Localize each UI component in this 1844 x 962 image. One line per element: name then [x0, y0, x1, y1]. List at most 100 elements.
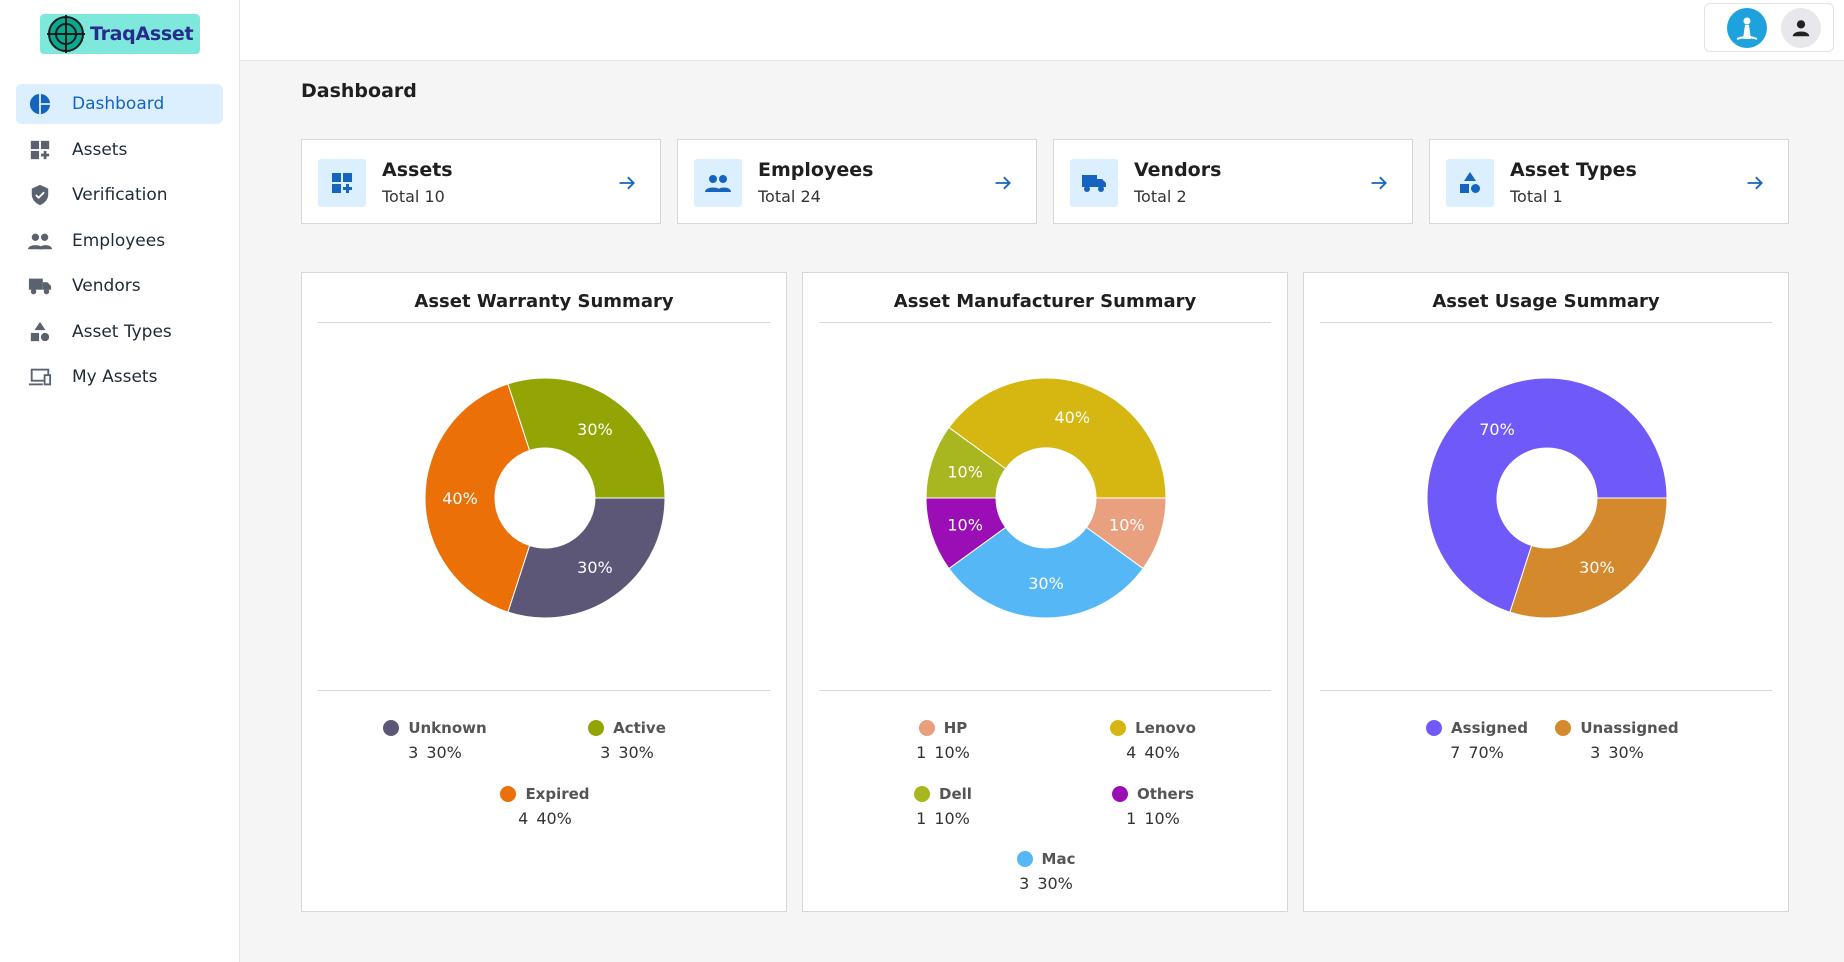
top-bar	[240, 0, 1844, 61]
chart-title: Asset Warranty Summary	[318, 291, 770, 323]
sidebar-item-my-assets[interactable]: My Assets	[16, 357, 223, 397]
legend-percent: 10%	[1144, 809, 1180, 828]
header-actions	[1704, 3, 1834, 52]
legend-swatch	[914, 786, 931, 802]
people-icon	[28, 229, 52, 253]
stat-card-asset-types[interactable]: Asset Types Total 1	[1429, 139, 1789, 224]
sidebar-item-label: Employees	[72, 230, 166, 251]
donut-slice-mac[interactable]	[948, 526, 1144, 619]
app-logo[interactable]: TraqAsset	[40, 14, 200, 54]
donut-slice-assigned[interactable]	[1426, 377, 1668, 613]
stat-card-employees[interactable]: Employees Total 24	[677, 139, 1037, 224]
sidebar-item-assets[interactable]: Assets	[16, 130, 223, 170]
legend-label: Unassigned	[1580, 719, 1679, 737]
slice-label: 10%	[1109, 515, 1145, 534]
legend-count: 3	[408, 743, 419, 762]
legend-item-dell[interactable]: Dell 1 10%	[853, 785, 1033, 828]
legend-item-unassigned[interactable]: Unassigned 3 30%	[1527, 719, 1707, 762]
stat-card-vendors[interactable]: Vendors Total 2	[1053, 139, 1413, 224]
stat-total: Total 24	[758, 187, 821, 206]
legend-swatch	[383, 720, 400, 736]
stat-total: Total 10	[382, 187, 445, 206]
arrow-right-icon[interactable]	[992, 172, 1014, 194]
slice-label: 30%	[1579, 558, 1615, 577]
legend-count: 3	[1590, 743, 1601, 762]
manufacturer-donut-chart: 10% 30% 10% 10% 40%	[925, 377, 1167, 619]
shapes-icon	[28, 320, 52, 344]
assets-icon	[28, 138, 52, 162]
stat-title: Vendors	[1134, 159, 1222, 181]
assets-add-icon	[318, 159, 366, 207]
donut-slice-unassigned[interactable]	[1509, 497, 1668, 619]
legend-percent: 30%	[1037, 874, 1073, 893]
sidebar-item-verification[interactable]: Verification	[16, 175, 223, 215]
app-name: TraqAsset	[90, 23, 194, 45]
arrow-right-icon[interactable]	[616, 172, 638, 194]
legend-item-expired[interactable]: Expired 4 40%	[455, 785, 635, 828]
legend-count: 4	[1126, 743, 1137, 762]
stat-title: Asset Types	[1510, 159, 1637, 181]
legend-label: Others	[1136, 785, 1195, 803]
arrow-right-icon[interactable]	[1368, 172, 1390, 194]
donut-slice-expired[interactable]	[424, 383, 531, 613]
crosshair-logo-icon	[47, 15, 85, 53]
legend-swatch	[918, 720, 935, 736]
sidebar-item-label: My Assets	[72, 367, 158, 387]
legend-percent: 40%	[1144, 743, 1180, 762]
legend-swatch	[1016, 851, 1033, 867]
shapes-icon	[1446, 159, 1494, 207]
sidebar-nav: Dashboard Assets Verification Employees …	[16, 84, 223, 403]
arrow-right-icon[interactable]	[1744, 172, 1766, 194]
legend-swatch	[1426, 720, 1443, 736]
legend-swatch	[1110, 720, 1127, 736]
legend-item-others[interactable]: Others 1 10%	[1063, 785, 1243, 828]
sidebar-item-dashboard[interactable]: Dashboard	[16, 84, 223, 124]
legend-item-unknown[interactable]: Unknown 3 30%	[345, 719, 525, 762]
legend-item-mac[interactable]: Mac 3 30%	[956, 850, 1136, 893]
stat-total: Total 1	[1510, 187, 1563, 206]
stat-total: Total 2	[1134, 187, 1187, 206]
legend-swatch	[1111, 786, 1128, 802]
donut-slice-active[interactable]	[507, 377, 666, 499]
donut-slice-lenovo[interactable]	[948, 377, 1167, 499]
legend-label: Expired	[525, 785, 590, 803]
legend-label: Lenovo	[1135, 719, 1196, 737]
slice-label: 30%	[577, 558, 613, 577]
legend-count: 3	[1019, 874, 1030, 893]
verified-shield-icon	[28, 183, 52, 207]
divider	[318, 690, 770, 691]
brand-avatar[interactable]	[1727, 7, 1767, 48]
legend-swatch	[1555, 720, 1572, 736]
warranty-summary-card: Asset Warranty Summary 30% 40% 30% Unknown…	[301, 272, 787, 912]
truck-icon	[28, 274, 52, 298]
sidebar-item-asset-types[interactable]: Asset Types	[16, 312, 223, 352]
legend-percent: 10%	[934, 743, 970, 762]
stat-title: Assets	[382, 159, 453, 181]
legend-label: Unknown	[408, 719, 487, 737]
slice-label: 30%	[1028, 574, 1064, 593]
legend-label: Active	[613, 719, 666, 737]
legend-swatch	[500, 786, 517, 802]
manufacturer-summary-card: Asset Manufacturer Summary 10% 30% 10% 10% 4…	[802, 272, 1288, 912]
legend-item-assigned[interactable]: Assigned 7 70%	[1387, 719, 1567, 762]
sidebar-item-employees[interactable]: Employees	[16, 221, 223, 261]
divider	[1320, 690, 1772, 691]
user-menu-button[interactable]	[1781, 7, 1821, 48]
legend-count: 7	[1450, 743, 1461, 762]
donut-slice-unknown[interactable]	[507, 497, 666, 619]
legend-item-active[interactable]: Active 3 30%	[537, 719, 717, 762]
legend-label: Dell	[939, 785, 972, 803]
stat-card-assets[interactable]: Assets Total 10	[301, 139, 661, 224]
legend-item-lenovo[interactable]: Lenovo 4 40%	[1063, 719, 1243, 762]
slice-label: 40%	[1054, 408, 1090, 427]
chart-title: Asset Usage Summary	[1320, 291, 1772, 323]
legend-item-hp[interactable]: HP 1 10%	[853, 719, 1033, 762]
slice-label: 10%	[947, 463, 983, 482]
divider	[819, 690, 1271, 691]
dashboard-icon	[28, 92, 52, 116]
legend-percent: 10%	[934, 809, 970, 828]
sidebar-item-vendors[interactable]: Vendors	[16, 266, 223, 306]
legend-percent: 30%	[618, 743, 654, 762]
slice-label: 30%	[577, 420, 613, 439]
sidebar-item-label: Asset Types	[72, 321, 172, 342]
